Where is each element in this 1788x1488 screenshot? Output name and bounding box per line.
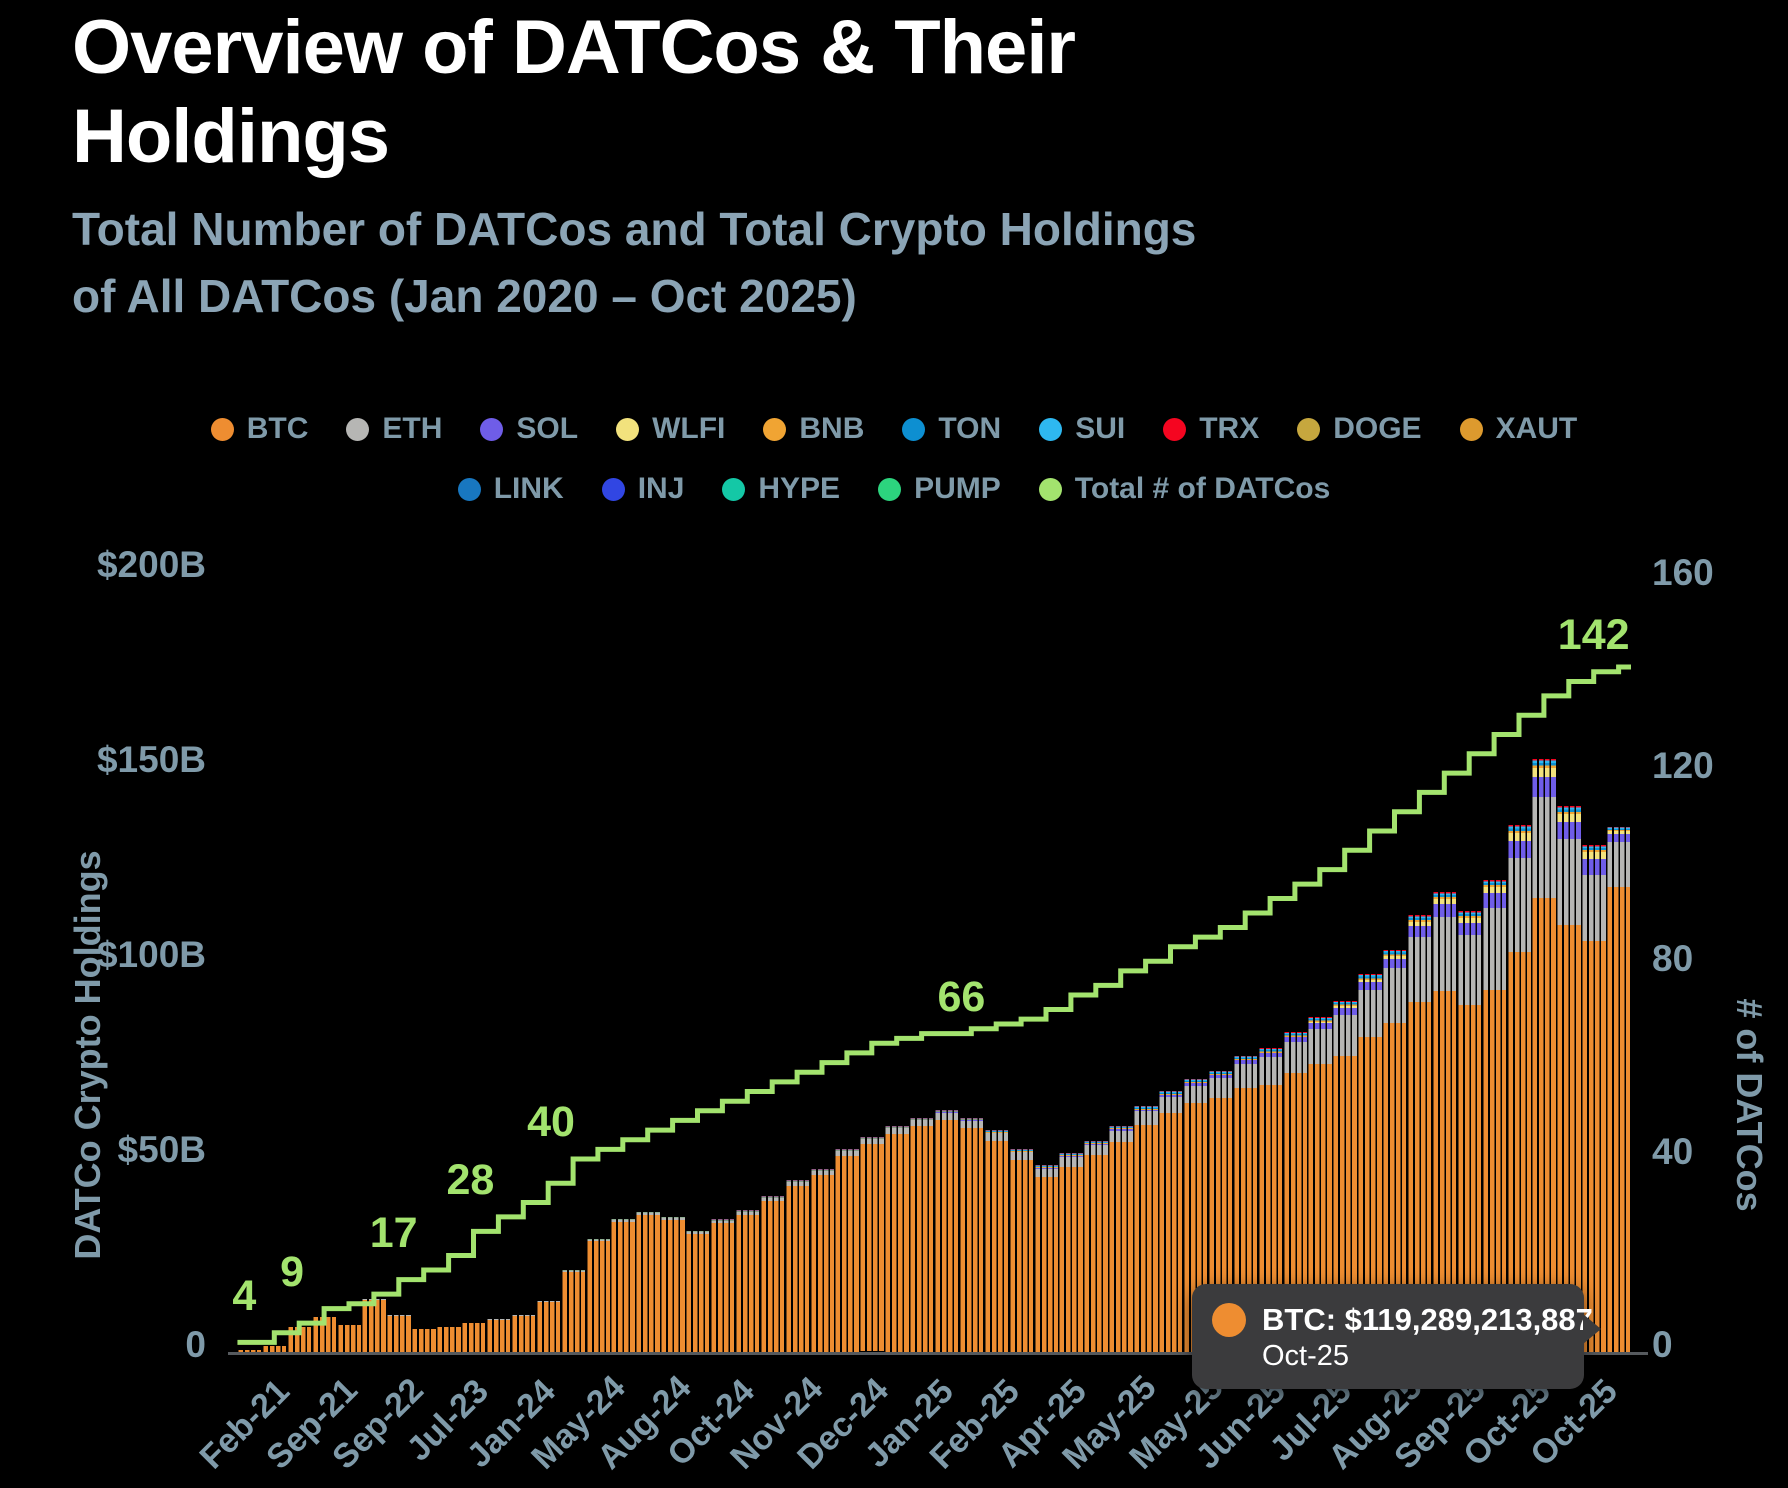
legend-item-sui[interactable]: SUI xyxy=(1039,412,1125,446)
legend-label: TON xyxy=(938,412,1002,445)
y-axis-tick-left: $150B xyxy=(96,739,206,780)
legend-label: PUMP xyxy=(914,472,1001,505)
page-title: Overview of DATCos & Their Holdings xyxy=(72,4,1372,182)
sol-dot-icon xyxy=(480,417,504,441)
legend-label: WLFI xyxy=(652,412,726,445)
y-axis-title-right: # of DATCos xyxy=(1729,998,1770,1212)
inj-dot-icon xyxy=(601,477,625,501)
line-annotation-9: 9 xyxy=(280,1247,305,1296)
line-annotation-4: 4 xyxy=(232,1271,257,1320)
legend-label: ETH xyxy=(382,412,443,445)
xaut-dot-icon xyxy=(1459,417,1483,441)
legend-label: HYPE xyxy=(758,472,841,505)
page-title-line2: Holdings xyxy=(72,93,390,179)
trx-dot-icon xyxy=(1163,417,1187,441)
legend-item-link[interactable]: LINK xyxy=(457,472,564,506)
legend-row-1: BTC ETH SOL WLFI BNB TON SUI TRX DOGE XAUT xyxy=(0,412,1788,446)
legend-label: XAUT xyxy=(1495,412,1578,445)
chart-subtitle: Total Number of DATCos and Total Crypto … xyxy=(72,196,1512,329)
hype-dot-icon xyxy=(722,477,746,501)
legend-label: BNB xyxy=(799,412,865,445)
page-title-line1: Overview of DATCos & Their xyxy=(72,5,1076,90)
legend-label: BTC xyxy=(246,412,309,445)
y-axis-title-left: DATCo Crypto Holdings xyxy=(67,850,108,1260)
legend-item-doge[interactable]: DOGE xyxy=(1297,412,1422,446)
y-axis-tick-right: 0 xyxy=(1652,1324,1673,1365)
tooltip-arrow xyxy=(1583,1314,1601,1344)
legend-item-btc[interactable]: BTC xyxy=(210,412,309,446)
legend-label: Total # of DATCos xyxy=(1074,472,1331,505)
x-axis-line xyxy=(228,1352,1648,1355)
legend-item-hype[interactable]: HYPE xyxy=(722,472,840,506)
doge-dot-icon xyxy=(1297,417,1321,441)
bnb-dot-icon xyxy=(763,417,787,441)
y-axis-tick-left: $100B xyxy=(96,934,206,975)
y-axis-tick-right: 160 xyxy=(1652,552,1714,594)
legend-label: SOL xyxy=(516,412,579,445)
total-of-datcos-dot-icon xyxy=(1038,477,1062,501)
pump-dot-icon xyxy=(878,477,902,501)
y-axis-tick-right: 40 xyxy=(1652,1131,1694,1173)
tooltip-value: BTC: $119,289,213,887 xyxy=(1262,1302,1593,1337)
y-axis-tick-right: 120 xyxy=(1652,745,1714,787)
line-annotation-28: 28 xyxy=(446,1155,495,1204)
wlfi-dot-icon xyxy=(616,417,640,441)
y-axis-tick-left: $50B xyxy=(117,1129,206,1170)
ton-dot-icon xyxy=(902,417,926,441)
sui-dot-icon xyxy=(1039,417,1063,441)
eth-dot-icon xyxy=(346,417,370,441)
chart-subtitle-line1: Total Number of DATCos and Total Crypto … xyxy=(72,203,1197,255)
btc-series-dot-icon xyxy=(1212,1303,1246,1337)
line-annotation-66: 66 xyxy=(937,972,986,1021)
y-axis-tick-left: $200B xyxy=(96,544,206,585)
legend-label: TRX xyxy=(1199,412,1260,445)
legend-item-wlfi[interactable]: WLFI xyxy=(616,412,725,446)
chart-subtitle-line2: of All DATCos (Jan 2020 – Oct 2025) xyxy=(72,269,857,322)
legend-item-total-of-datcos[interactable]: Total # of DATCos xyxy=(1038,472,1331,506)
legend-item-sol[interactable]: SOL xyxy=(480,412,578,446)
line-annotation-17: 17 xyxy=(369,1208,418,1257)
legend-label: DOGE xyxy=(1333,412,1422,445)
legend-item-trx[interactable]: TRX xyxy=(1163,412,1259,446)
line-annotation-40: 40 xyxy=(527,1098,575,1147)
tooltip-date: Oct-25 xyxy=(1262,1340,1350,1372)
legend-item-bnb[interactable]: BNB xyxy=(763,412,864,446)
y-axis-tick-right: 80 xyxy=(1652,938,1694,980)
legend-label: INJ xyxy=(637,472,685,505)
line-annotation-142: 142 xyxy=(1557,610,1630,659)
legend-item-xaut[interactable]: XAUT xyxy=(1459,412,1578,446)
legend-item-pump[interactable]: PUMP xyxy=(878,472,1001,506)
link-dot-icon xyxy=(457,477,481,501)
legend-item-eth[interactable]: ETH xyxy=(346,412,442,446)
legend-item-inj[interactable]: INJ xyxy=(601,472,685,506)
tooltip: BTC: $119,289,213,887 Oct-25 xyxy=(1192,1284,1601,1389)
btc-dot-icon xyxy=(210,417,234,441)
legend-row-2: LINK INJ HYPE PUMP Total # of DATCos xyxy=(0,472,1788,506)
legend-label: SUI xyxy=(1075,412,1126,445)
y-axis-tick-left: 0 xyxy=(185,1324,206,1365)
legend-label: LINK xyxy=(493,472,564,505)
legend-item-ton[interactable]: TON xyxy=(902,412,1001,446)
